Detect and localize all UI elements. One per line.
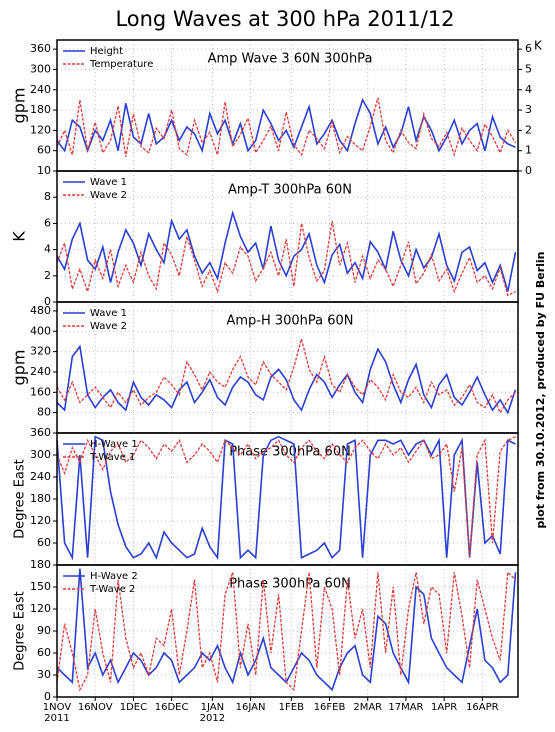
y2-tick-label: 1 [525,144,532,157]
y2-tick-label: 4 [525,83,532,96]
x-tick-year: 2012 [200,713,225,724]
y2-tick-label: 6 [525,42,532,55]
plot-frame [56,564,519,698]
panel-title: Amp-T 300hPa 60N [228,183,352,198]
x-tick-label: 16NOV [78,702,113,713]
y-tick-label: 120 [30,602,51,615]
y-tick-label: 2 [44,269,51,282]
panel-title: Phase 300hPa 60N [229,577,351,592]
y-tick-label: 10 [37,164,51,177]
y-axis-label: Degree East [13,459,28,539]
legend-label: Wave 2 [90,321,127,332]
y-tick-label: 150 [30,580,51,593]
series-line [56,210,517,292]
y-axis-label: Degree East [13,591,28,671]
y-tick-label: 30 [37,668,51,681]
y2-tick-label: 3 [525,103,532,116]
y-tick-label: 360 [30,426,51,439]
y-tick-label: 160 [30,385,51,398]
legend-label: Wave 1 [90,177,127,188]
series-line [56,344,517,415]
page-title: Long Waves at 300 hPa 2011/12 [115,7,454,31]
x-tick-label: 1NOV [43,702,72,713]
y-tick-label: 240 [30,365,51,378]
y-tick-label: 300 [30,448,51,461]
y-tick-label: 180 [30,492,51,505]
y-tick-label: 320 [30,345,51,358]
y-tick-label: 80 [37,406,51,419]
legend-label: Wave 2 [90,190,127,201]
y-tick-label: 240 [30,470,51,483]
series-line [56,97,516,154]
y-tick-label: 480 [30,304,51,317]
x-tick-label: 2MAR [353,702,382,713]
y-tick-label: 4 [44,243,51,256]
y2-tick-label: 5 [525,62,532,75]
y-tick-label: 6 [44,216,51,229]
x-tick-label: 16FEB [314,702,346,713]
y-tick-label: 0 [44,690,51,703]
y-tick-label: 180 [30,103,51,116]
series-line [56,97,517,157]
x-tick-label: 16DEC [155,702,189,713]
y-tick-label: 180 [30,558,51,571]
y2-tick-label: 2 [525,123,532,136]
legend-label: Wave 1 [90,308,127,319]
y-axis-label: gpm [10,88,29,124]
panel-title: Amp-H 300hPa 60N [226,314,353,329]
x-tick-label: 16APR [466,702,499,713]
y-tick-label: 8 [44,190,51,203]
x-tick-label: 16JAN [236,702,266,713]
y-tick-label: 240 [30,83,51,96]
y-tick-label: 300 [30,62,51,75]
legend-label: Height [90,46,123,57]
y-axis-label: gpm [10,350,29,386]
y-tick-label: 60 [37,646,51,659]
x-tick-year: 2011 [44,713,69,724]
legend-label: H-Wave 2 [90,571,138,582]
series-line [56,436,516,558]
x-tick-label: 1JAN [201,702,224,713]
y-tick-label: 60 [37,144,51,157]
panel-title: Amp Wave 3 60N 300hPa [208,52,373,67]
y-tick-label: 0 [44,295,51,308]
y-tick-label: 60 [37,536,51,549]
credit: plot from 30.10.2012, produced by FU Ber… [534,252,547,529]
y-axis-label: K [10,231,29,242]
y-tick-label: 90 [37,624,51,637]
series-line [56,336,516,415]
y-tick-label: 120 [30,123,51,136]
series-line [56,220,516,297]
y2-tick-label: 0 [525,164,532,177]
x-tick-label: 17MAR [388,702,423,713]
series-line [56,570,516,692]
y-tick-label: 360 [30,42,51,55]
y-tick-label: 120 [30,514,51,527]
x-tick-label: 1DEC [120,702,147,713]
panel-title: Phase 300hPa 60N [229,445,351,460]
legend-label: Temperature [89,59,153,70]
legend-label: T-Wave 2 [89,584,135,595]
y-tick-label: 400 [30,324,51,337]
legend-label: T-Wave 1 [89,452,135,463]
legend-label: H-Wave 1 [90,439,138,450]
x-tick-label: 1APR [431,702,457,713]
series-line [56,435,516,561]
y2-axis-label: K [534,39,543,53]
x-tick-label: 1FEB [279,702,304,713]
